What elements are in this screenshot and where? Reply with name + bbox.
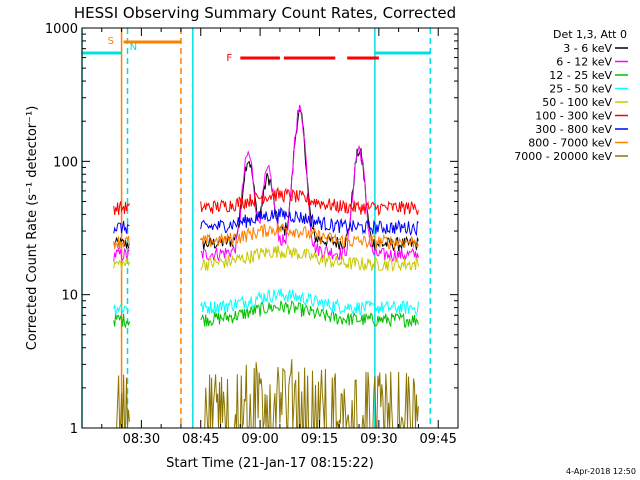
legend-label: 300 - 800 keV	[535, 123, 612, 136]
legend-label: 50 - 100 keV	[542, 96, 612, 109]
axes: 08:30 08:45 09:00 09:15 09:30 09:45 1 10 100 1000	[45, 22, 458, 447]
legend-label: 12 - 25 keV	[549, 69, 612, 82]
x-tick-label: 08:45	[182, 432, 219, 447]
flag-label-f: F	[226, 53, 232, 64]
series-line-8	[200, 359, 419, 430]
legend-label: 800 - 7000 keV	[528, 137, 612, 150]
series-line-7	[200, 222, 419, 250]
y-axis-label: Corrected Count Rate (s⁻¹ detector⁻¹)	[25, 106, 40, 351]
legend-label: 6 - 12 keV	[556, 56, 612, 69]
series-line-1	[113, 246, 130, 262]
legend-label: 25 - 50 keV	[549, 83, 612, 96]
series-line-3	[113, 303, 130, 315]
series-line-0	[113, 236, 130, 249]
series-line-3	[200, 288, 419, 316]
plot-frame	[81, 27, 459, 429]
series-line-6	[200, 206, 419, 237]
series-line-2	[200, 300, 419, 328]
y-tick-label: 100	[53, 155, 78, 170]
series-line-5	[113, 201, 130, 215]
legend-label: 7000 - 20000 keV	[514, 150, 612, 163]
series-line-5	[200, 186, 419, 217]
series-line-2	[113, 313, 130, 329]
x-tick-label: 09:45	[419, 432, 456, 447]
y-tick-label: 1000	[45, 22, 78, 37]
series-line-1	[200, 104, 419, 262]
series-line-4	[113, 258, 130, 271]
series-lines	[113, 104, 419, 430]
x-tick-label: 09:30	[360, 432, 397, 447]
y-tick-label: 10	[61, 289, 78, 304]
legend-header: Det 1,3, Att 0	[553, 28, 627, 41]
flag-label-s: S	[108, 36, 114, 47]
y-tick-label: 1	[70, 422, 78, 437]
chart-title: HESSI Observing Summary Count Rates, Cor…	[74, 4, 456, 22]
legend-label: 100 - 300 keV	[535, 110, 612, 123]
legend-label: 3 - 6 keV	[563, 42, 612, 55]
flag-annotations: S N F	[108, 36, 379, 64]
x-tick-label: 08:30	[123, 432, 160, 447]
footer-timestamp: 4-Apr-2018 12:50	[566, 467, 636, 476]
x-axis-label: Start Time (21-Jan-17 08:15:22)	[166, 456, 374, 471]
x-tick-label: 09:15	[301, 432, 338, 447]
flag-label-n: N	[130, 42, 137, 53]
x-tick-label: 09:00	[241, 432, 278, 447]
series-line-4	[200, 243, 419, 272]
series-line-7	[113, 235, 130, 249]
series-line-6	[113, 220, 130, 234]
